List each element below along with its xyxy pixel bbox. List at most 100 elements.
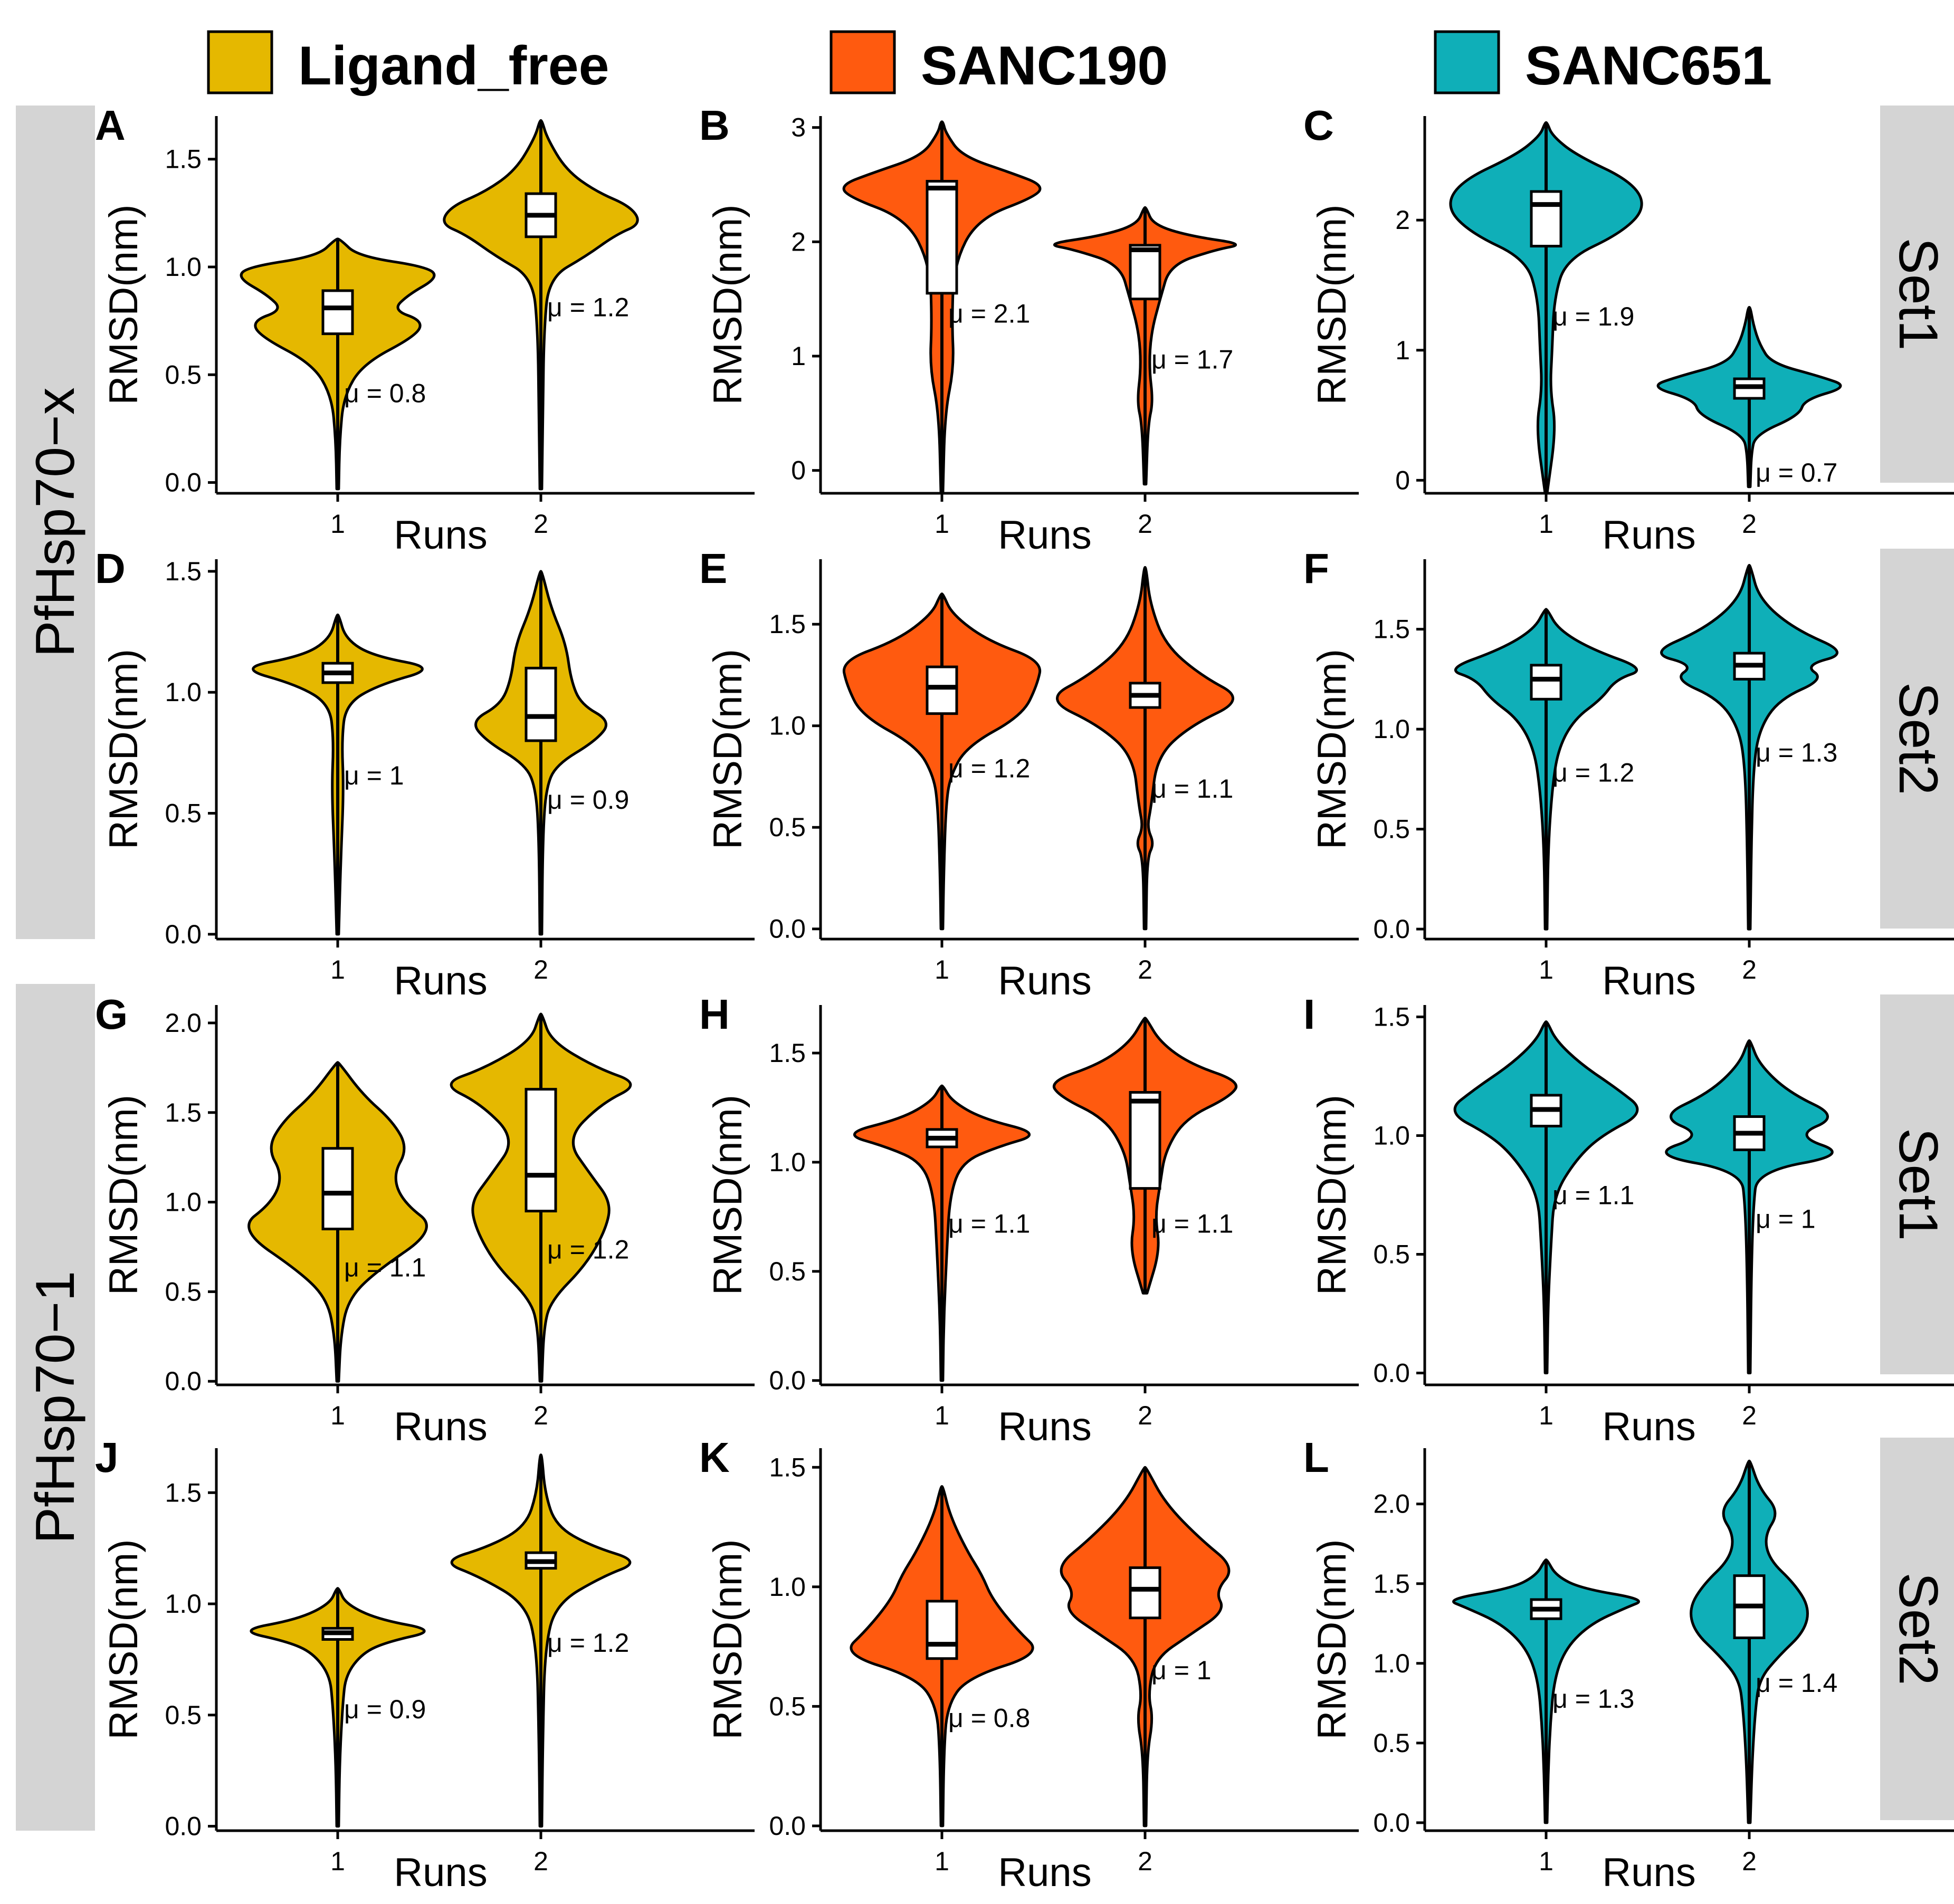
x-tick-label: 2 <box>533 1401 548 1430</box>
x-axis-title: Runs <box>998 1850 1091 1895</box>
panel-letter: K <box>699 1434 730 1481</box>
y-tick-label: 0.0 <box>769 914 806 944</box>
mean-label-run-1: μ = 2.1 <box>948 299 1030 329</box>
x-tick-label: 1 <box>935 955 949 984</box>
box-run-2 <box>1129 244 1161 301</box>
y-tick-label: 1.0 <box>769 1572 806 1602</box>
mean-label-run-2: μ = 1.7 <box>1151 345 1233 374</box>
y-tick-label: 0.5 <box>165 1277 202 1306</box>
x-tick-label: 1 <box>1539 509 1553 539</box>
y-axis-title: RMSD(nm) <box>706 1095 750 1295</box>
x-tick-label: 1 <box>1539 1846 1553 1876</box>
mean-label-run-2: μ = 1.2 <box>547 292 629 322</box>
box-run-2 <box>525 666 557 742</box>
mean-label-run-2: μ = 1.1 <box>1151 1209 1233 1239</box>
box-run-1 <box>926 665 958 715</box>
x-tick-label: 2 <box>1742 509 1757 539</box>
x-tick-label: 1 <box>935 1846 949 1876</box>
legend-label-2: SANC190 <box>921 35 1168 97</box>
y-tick-label: 1.0 <box>165 252 202 282</box>
x-axis-title: Runs <box>998 513 1091 558</box>
x-tick-label: 2 <box>1742 1846 1757 1876</box>
row-set-label-2: Set2 <box>1888 682 1949 795</box>
mean-label-run-1: μ = 1.3 <box>1552 1684 1634 1714</box>
y-tick-label: 2.0 <box>1373 1489 1410 1519</box>
mean-label-run-1: μ = 1.2 <box>1552 758 1634 787</box>
y-axis-title: RMSD(nm) <box>101 649 146 849</box>
y-tick-label: 1.0 <box>1373 1649 1410 1678</box>
legend-swatch-1 <box>207 30 273 94</box>
y-tick-label: 0.5 <box>165 1700 202 1730</box>
mean-label-run-2: μ = 1 <box>1756 1204 1816 1234</box>
legend-label-3: SANC651 <box>1525 35 1772 97</box>
panel-D: Dμ = 1 μ = 0.9 0.0 0.5 1.0 1.5 1 2 Runs RMSD(nm) <box>95 545 755 1003</box>
row-set-strip-4 <box>1880 1438 1954 1820</box>
mean-label-run-2: μ = 1.2 <box>547 1628 629 1658</box>
y-tick-label: 1.0 <box>1373 714 1410 744</box>
y-tick-label: 0.0 <box>165 1812 202 1841</box>
y-tick-label: 1.0 <box>769 711 806 741</box>
mean-label-run-2: μ = 0.9 <box>547 785 629 815</box>
y-tick-label: 0.0 <box>165 1366 202 1396</box>
legend-swatch-3 <box>1434 30 1500 94</box>
y-tick-label: 0 <box>791 456 806 485</box>
mean-label-run-1: μ = 1.1 <box>948 1209 1030 1239</box>
y-tick-label: 1.5 <box>165 1478 202 1507</box>
x-axis-title: Runs <box>1602 959 1695 1003</box>
y-tick-label: 0.0 <box>1373 914 1410 944</box>
x-tick-label: 1 <box>330 1846 345 1876</box>
mean-label-run-2: μ = 1 <box>1151 1656 1212 1685</box>
x-tick-label: 1 <box>1539 955 1553 984</box>
panel-I: Iμ = 1.1 μ = 1 0.0 0.5 1.0 1.5 1 2 Runs RMSD(nm) <box>1303 991 1954 1449</box>
y-tick-label: 1.5 <box>1373 1002 1410 1032</box>
mean-label-run-1: μ = 1.1 <box>344 1253 426 1283</box>
panel-letter: E <box>699 545 727 592</box>
y-tick-label: 1.0 <box>165 677 202 707</box>
y-tick-label: 0.5 <box>1373 1240 1410 1269</box>
y-axis-title: RMSD(nm) <box>1310 649 1355 849</box>
panel-letter: J <box>95 1434 119 1481</box>
box-run-1 <box>926 180 958 295</box>
mean-label-run-1: μ = 0.8 <box>948 1703 1030 1733</box>
y-tick-label: 1.5 <box>769 609 806 639</box>
box-run-1 <box>1530 664 1562 701</box>
x-tick-label: 1 <box>330 955 345 984</box>
mean-label-run-1: μ = 0.8 <box>344 379 426 408</box>
y-tick-label: 1.5 <box>1373 1569 1410 1599</box>
panel-G: Gμ = 1.1 μ = 1.2 0.0 0.5 1.0 1.5 2.0 1 2 Runs RMSD… <box>95 991 755 1449</box>
x-tick-label: 2 <box>1138 1401 1152 1430</box>
box-run-2 <box>1129 1566 1161 1620</box>
y-tick-label: 1.5 <box>165 557 202 586</box>
y-axis-title: RMSD(nm) <box>101 1539 146 1740</box>
x-axis-title: Runs <box>1602 513 1695 558</box>
box-run-2 <box>1129 1091 1161 1190</box>
panel-letter: I <box>1303 991 1315 1038</box>
box-run-1 <box>321 289 354 336</box>
x-tick-label: 1 <box>1539 1401 1553 1430</box>
panel-B: Bμ = 2.1 μ = 1.7 0 1 2 3 1 2 Runs RMSD(nm) <box>699 102 1359 558</box>
x-tick-label: 1 <box>330 509 345 539</box>
y-tick-label: 0.5 <box>769 1257 806 1286</box>
y-tick-label: 0.0 <box>1373 1808 1410 1838</box>
mean-label-run-1: μ = 1 <box>344 761 404 790</box>
mean-label-run-1: μ = 1.1 <box>1552 1181 1634 1210</box>
x-axis-title: Runs <box>394 1850 487 1895</box>
y-axis-title: RMSD(nm) <box>706 1539 750 1740</box>
y-axis-title: RMSD(nm) <box>101 205 146 405</box>
x-axis-title: Runs <box>1602 1404 1695 1449</box>
y-tick-label: 0.0 <box>165 468 202 497</box>
row-group-strip-2 <box>16 984 95 1831</box>
y-tick-label: 0.5 <box>1373 815 1410 844</box>
panel-C: Cμ = 1.9 μ = 0.7 0 1 2 1 2 Runs RMSD(nm) <box>1303 102 1954 558</box>
y-tick-label: 0.5 <box>165 360 202 389</box>
row-group-label-2: PfHsp70−1 <box>25 1271 86 1544</box>
y-tick-label: 3 <box>791 113 806 142</box>
x-tick-label: 1 <box>935 509 949 539</box>
panel-L: Lμ = 1.3 μ = 1.4 0.0 0.5 1.0 1.5 2.0 1 2 Runs RMSD… <box>1303 1434 1954 1895</box>
box-run-2 <box>525 1088 557 1213</box>
y-axis-title: RMSD(nm) <box>101 1095 146 1295</box>
row-set-strip-1 <box>1880 106 1954 483</box>
legend-swatch-2 <box>830 30 896 94</box>
box-run-1 <box>321 1147 354 1231</box>
y-tick-label: 1 <box>791 341 806 371</box>
